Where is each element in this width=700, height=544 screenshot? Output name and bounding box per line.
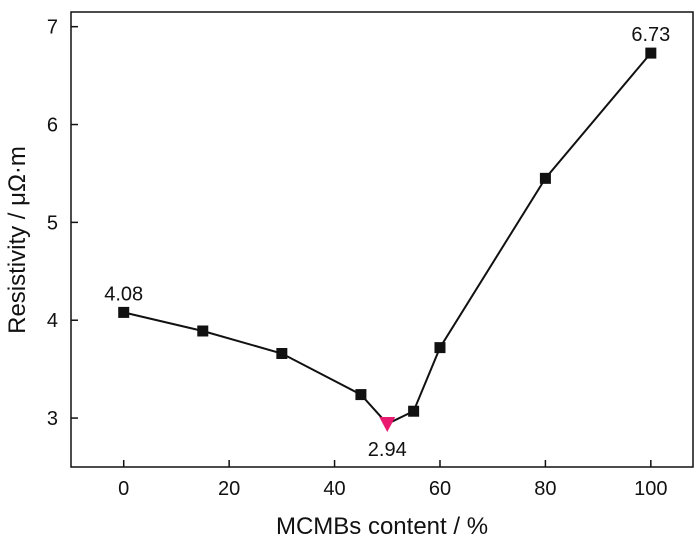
data-point: [118, 306, 130, 318]
y-tick-label: 6: [47, 115, 58, 137]
x-tick-label: 100: [634, 478, 667, 500]
x-tick-label: 40: [323, 478, 345, 500]
series-line: [123, 52, 652, 426]
y-tick-label: 5: [47, 212, 58, 234]
x-tick-label: 0: [118, 478, 129, 500]
y-tick-label: 3: [47, 408, 58, 430]
data-label: 4.08: [104, 283, 143, 305]
x-tick-label: 20: [218, 478, 240, 500]
data-point: [645, 47, 657, 59]
plot-frame: [70, 11, 694, 468]
data-point: [197, 325, 209, 337]
data-point: [355, 389, 367, 401]
x-tick-label: 60: [429, 478, 451, 500]
y-tick-label: 4: [47, 310, 58, 332]
data-point-min: [379, 416, 396, 432]
data-annotations: 4.08 2.94 6.73: [104, 24, 670, 461]
y-axis-title: Resistivity / μΩ·m: [4, 146, 31, 334]
x-axis-title: MCMBs content / %: [276, 513, 488, 540]
data-point: [408, 405, 420, 417]
data-label: 6.73: [631, 24, 670, 46]
data-point: [434, 342, 446, 354]
data-markers: [118, 47, 657, 432]
data-point: [539, 172, 551, 184]
x-axis-ticks: 0 20 40 60 80 100: [118, 460, 668, 500]
x-tick-label: 80: [534, 478, 556, 500]
data-point: [276, 347, 288, 359]
data-label: 2.94: [368, 439, 407, 461]
y-axis-ticks: 3 4 5 6 7: [47, 17, 78, 430]
y-tick-label: 7: [47, 17, 58, 39]
